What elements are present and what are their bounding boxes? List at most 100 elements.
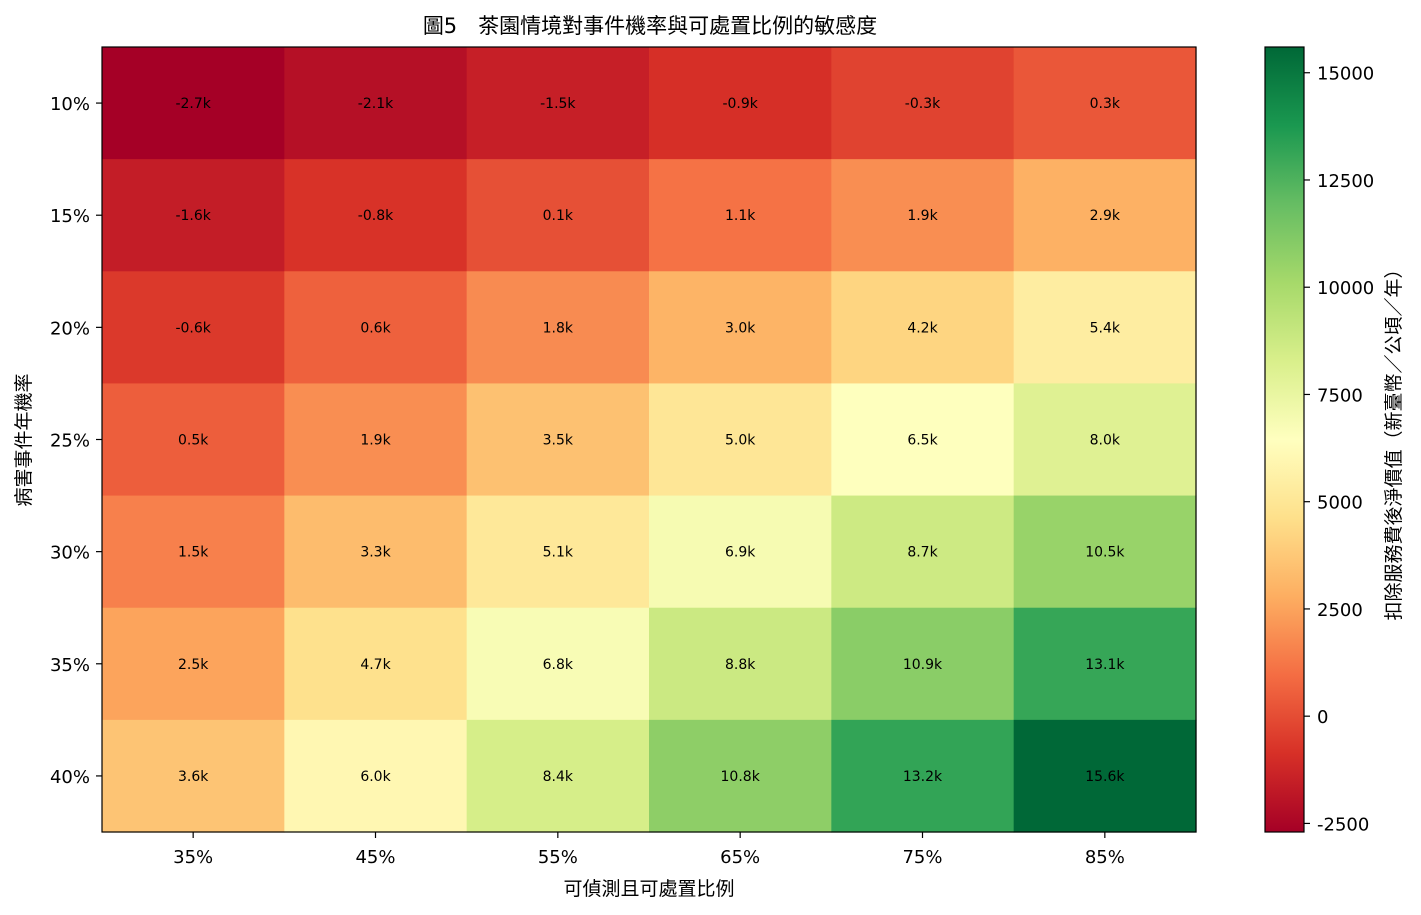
heatmap-cells <box>102 47 1197 833</box>
heatmap-cell <box>649 383 832 497</box>
heatmap-cell <box>102 719 285 833</box>
heatmap-cell <box>831 719 1015 833</box>
cell-value-label: 5.1k <box>543 545 574 561</box>
heatmap-cell <box>284 47 468 160</box>
colorbar <box>1264 46 1305 833</box>
y-tick-label: 30% <box>50 543 90 564</box>
heatmap-cell <box>831 271 1015 385</box>
cell-value-label: -1.6k <box>175 208 211 224</box>
cell-value-label: 15.6k <box>1085 769 1125 785</box>
y-tick-label: 40% <box>50 767 90 788</box>
y-tick-label: 35% <box>50 655 90 676</box>
cell-value-label: 1.9k <box>907 208 938 224</box>
cell-value-label: 1.8k <box>543 320 574 336</box>
cell-value-label: -1.5k <box>540 96 576 112</box>
cell-value-label: -0.8k <box>358 208 394 224</box>
heatmap-cell <box>1013 495 1197 609</box>
colorbar-tick-label: -2500 <box>1317 814 1369 835</box>
heatmap-cell <box>649 159 832 272</box>
cell-value-label: 1.5k <box>178 545 209 561</box>
heatmap-cell <box>466 719 650 833</box>
heatmap-cell <box>831 159 1015 272</box>
heatmap-cell <box>466 271 650 385</box>
cell-value-label: 10.9k <box>903 657 943 673</box>
cell-value-label: 1.1k <box>725 208 756 224</box>
heatmap-cell <box>649 271 832 385</box>
heatmap-cell <box>102 47 285 160</box>
y-tick-label: 10% <box>50 94 90 115</box>
cell-value-label: -2.7k <box>175 96 211 112</box>
heatmap-cell <box>102 607 285 721</box>
x-tick-label: 65% <box>720 847 760 868</box>
cell-value-label: 13.2k <box>903 769 943 785</box>
y-tick-label: 25% <box>50 431 90 452</box>
cell-value-label: 0.3k <box>1090 96 1121 112</box>
heatmap-cell <box>1013 607 1197 721</box>
cell-value-label: 1.9k <box>360 433 391 449</box>
heatmap-cell <box>284 719 468 833</box>
colorbar-tick-label: 12500 <box>1317 171 1374 192</box>
heatmap-cell <box>284 607 468 721</box>
cell-value-label: -0.6k <box>175 320 211 336</box>
cell-value-label: 8.0k <box>1090 433 1121 449</box>
colorbar-tick-label: 10000 <box>1317 278 1374 299</box>
heatmap-cell <box>1013 383 1197 497</box>
heatmap-cell <box>831 495 1015 609</box>
cell-value-label: 5.4k <box>1090 320 1121 336</box>
heatmap-cell <box>1013 271 1197 385</box>
heatmap-cell <box>466 495 650 609</box>
heatmap-cell <box>831 47 1015 160</box>
colorbar-label: 扣除服務費後淨價值（新臺幣／公頃／年） <box>1383 259 1405 620</box>
cell-value-label: -2.1k <box>358 96 394 112</box>
heatmap-cell <box>102 495 285 609</box>
x-tick-label: 75% <box>902 847 942 868</box>
heatmap-cell <box>831 383 1015 497</box>
cell-value-label: 10.8k <box>721 769 761 785</box>
x-axis-ticks: 35% 45% 55% 65% 75% 85% <box>173 832 1125 868</box>
cell-value-label: 3.3k <box>360 545 391 561</box>
heatmap-cell <box>831 607 1015 721</box>
colorbar-tick-label: 7500 <box>1317 385 1363 406</box>
cell-value-label: 0.5k <box>178 433 209 449</box>
cell-value-label: 3.5k <box>543 433 574 449</box>
cell-value-label: 13.1k <box>1085 657 1125 673</box>
cell-value-label: 4.2k <box>907 320 938 336</box>
cell-value-label: 8.7k <box>907 545 938 561</box>
cell-value-label: 6.5k <box>907 433 938 449</box>
chart-title: 圖5 茶園情境對事件機率與可處置比例的敏感度 <box>423 14 877 38</box>
x-tick-label: 45% <box>355 847 395 868</box>
cell-value-label: 2.5k <box>178 657 209 673</box>
heatmap-cell <box>284 495 468 609</box>
heatmap-cell <box>1013 719 1197 833</box>
heatmap-cell <box>1013 159 1197 272</box>
y-axis-ticks: 10% 15% 20% 25% 30% 35% 40% <box>50 94 102 788</box>
y-tick-label: 20% <box>50 318 90 339</box>
x-tick-label: 85% <box>1085 847 1125 868</box>
cell-value-label: 8.8k <box>725 657 756 673</box>
cell-value-label: 3.6k <box>178 769 209 785</box>
x-tick-label: 35% <box>173 847 213 868</box>
colorbar-tick-label: 2500 <box>1317 600 1363 621</box>
heatmap-cell <box>102 271 285 385</box>
heatmap-cell <box>284 159 468 272</box>
colorbar-tick-label: 15000 <box>1317 64 1374 85</box>
heatmap-cell <box>466 383 650 497</box>
colorbar-tick-label: 0 <box>1317 707 1328 728</box>
heatmap-cell <box>649 495 832 609</box>
cell-value-label: 6.9k <box>725 545 756 561</box>
cell-value-label: 0.1k <box>543 208 574 224</box>
cell-value-label: -0.9k <box>722 96 758 112</box>
cell-value-label: 3.0k <box>725 320 756 336</box>
heatmap-cell <box>466 159 650 272</box>
cell-value-label: -0.3k <box>905 96 941 112</box>
colorbar-ticks: -2500 0 2500 5000 7500 10000 12500 15000 <box>1304 64 1374 835</box>
heatmap-cell <box>102 383 285 497</box>
heatmap-cell <box>466 47 650 160</box>
heatmap-cell <box>102 159 285 272</box>
heatmap-cell <box>649 607 832 721</box>
cell-value-label: 10.5k <box>1085 545 1125 561</box>
heatmap-cell-labels: -2.7k -2.1k -1.5k -0.9k -0.3k 0.3k -1.6k -0.8k 0… <box>175 96 1125 785</box>
cell-value-label: 6.0k <box>360 769 391 785</box>
colorbar-tick-label: 5000 <box>1317 493 1363 514</box>
